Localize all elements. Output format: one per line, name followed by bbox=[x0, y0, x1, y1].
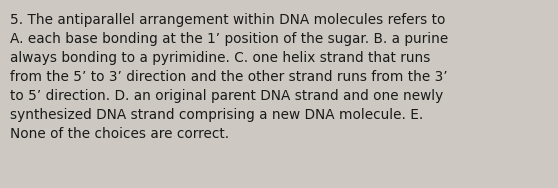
Text: 5. The antiparallel arrangement within DNA molecules refers to
A. each base bond: 5. The antiparallel arrangement within D… bbox=[10, 13, 448, 141]
